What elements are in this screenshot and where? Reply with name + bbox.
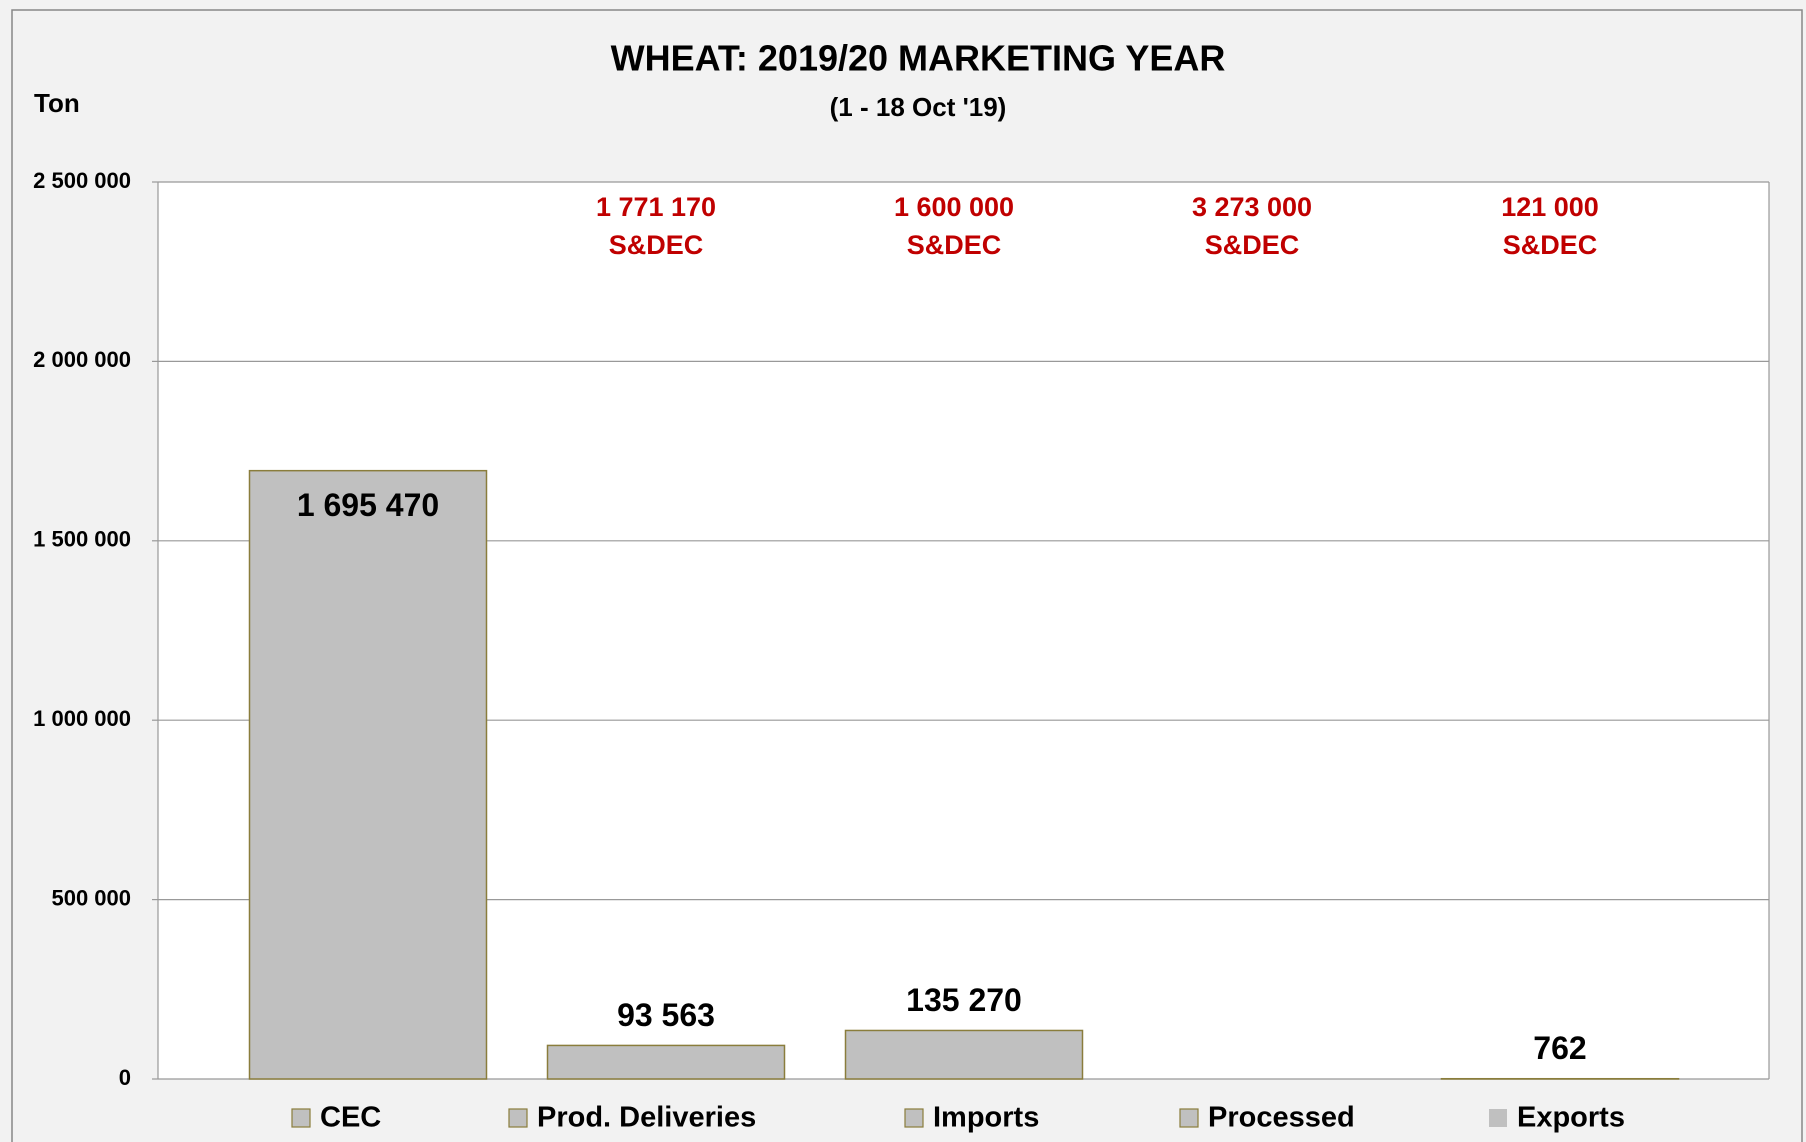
bar — [844, 1029, 1084, 1080]
legend-swatch — [904, 1108, 924, 1128]
value-label: 1 695 470 — [297, 487, 439, 523]
y-tick-label: 2 500 000 — [33, 168, 131, 193]
annotation: 1 600 000 — [894, 192, 1014, 222]
annotation: 121 000 — [1501, 192, 1599, 222]
bar — [248, 469, 488, 1080]
legend-label: Exports — [1517, 1102, 1625, 1134]
annotation: S&DEC — [1503, 230, 1598, 260]
bar — [546, 1044, 786, 1080]
annotation: 3 273 000 — [1192, 192, 1312, 222]
chart-subtitle: (1 - 18 Oct '19) — [830, 92, 1007, 122]
legend-label: Imports — [933, 1102, 1039, 1134]
legend-swatch — [508, 1108, 528, 1128]
y-tick-label: 1 500 000 — [33, 527, 131, 552]
y-tick-label: 2 000 000 — [33, 347, 131, 372]
legend-label: Processed — [1208, 1102, 1355, 1134]
y-axis-label: Ton — [34, 88, 80, 118]
value-label: 762 — [1533, 1030, 1586, 1066]
y-tick-label: 500 000 — [51, 885, 131, 910]
legend-swatch — [1179, 1108, 1199, 1128]
legend-swatch — [1489, 1109, 1507, 1127]
y-tick-label: 0 — [119, 1065, 131, 1090]
value-label: 135 270 — [906, 982, 1022, 1018]
legend-swatch — [291, 1108, 311, 1128]
legend-label: Prod. Deliveries — [537, 1102, 756, 1134]
chart-title: WHEAT: 2019/20 MARKETING YEAR — [611, 38, 1226, 79]
annotation: S&DEC — [1205, 230, 1300, 260]
chart-border — [11, 9, 1803, 1142]
annotation: S&DEC — [907, 230, 1002, 260]
annotation: S&DEC — [609, 230, 704, 260]
legend-label: CEC — [320, 1102, 381, 1134]
annotation: 1 771 170 — [596, 192, 716, 222]
value-label: 93 563 — [617, 997, 715, 1033]
y-tick-label: 1 000 000 — [33, 706, 131, 731]
